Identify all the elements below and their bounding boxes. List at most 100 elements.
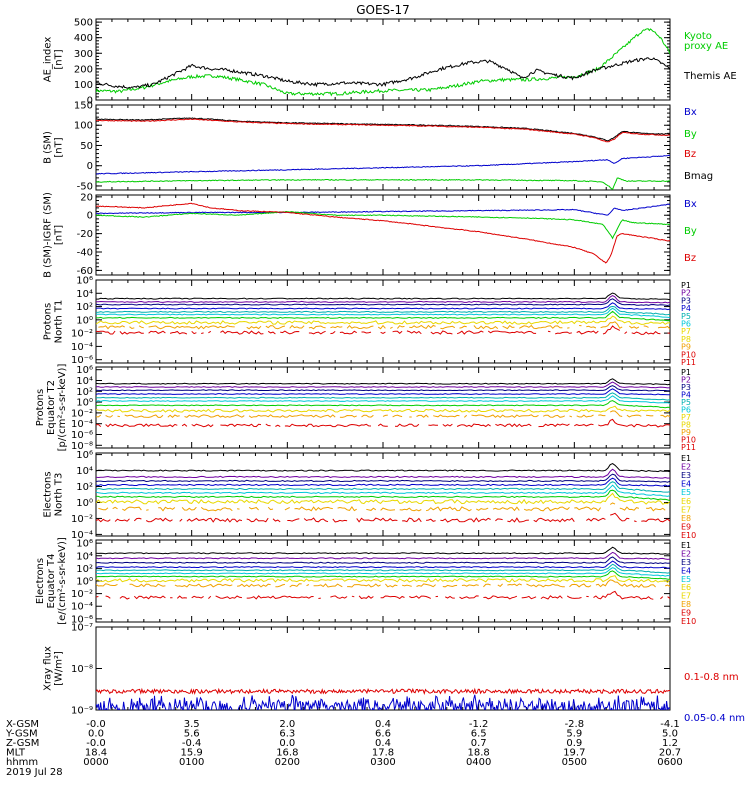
y-tick-label: 10² [76,564,93,575]
panel-pnorth: 10⁻⁶ 10⁻⁴ 10⁻² 10⁰ 10² 10⁴ 10⁶ Protons North T1 P… [43,276,697,368]
series-0-05-0-4-nm [96,694,670,710]
legend-entry: 0.05-0.4 nm [684,713,745,724]
series-channel-3 [96,385,670,392]
legend-entry: P4 [681,391,691,400]
series-channel-2 [96,295,670,304]
footer-value: 20.7 [659,748,681,759]
panel-frame [95,18,671,101]
y-tick-label: 10⁻⁴ [71,419,93,430]
footer-value: 16.8 [276,748,298,759]
legend-entry: P1 [681,368,691,377]
y-tick-label: -40 [77,248,93,259]
series-channel-5 [96,305,670,316]
panel-bsm: -50 0 50 100 150 B (SM) [nT] Bx By Bz Bmag [43,101,714,193]
series-channel-5 [96,481,670,493]
y-tick-label: 10⁰ [76,577,93,588]
footer-row-label: MLT [6,748,26,759]
legend-entry: P10 [681,350,696,359]
series-bz [96,118,670,143]
y-tick-label: 10⁻⁶ [71,355,93,366]
footer-value: 0100 [179,757,204,768]
footer-value: 0.0 [88,729,104,740]
footer-row-label: Z-GSM [6,738,39,749]
y-axis-label: [p/(cm²-s-sr-keV)] [57,364,68,452]
footer-value: -4.1 [660,719,680,730]
y-axis-label: Protons [35,389,46,426]
legend-entry: P6 [681,320,691,329]
y-tick-label: 10⁻⁹ [71,706,93,717]
y-tick-label: 20 [80,192,93,203]
legend-entry: P8 [681,335,691,344]
y-tick-label: 10⁻⁶ [71,430,93,441]
footer-value: 0200 [275,757,300,768]
footer-value: 15.9 [181,748,203,759]
legend-entry: P2 [681,289,691,298]
y-tick-label: 10⁻⁷ [71,623,93,634]
footer-value: 0000 [83,757,108,768]
series-channel-7 [96,310,670,322]
y-tick-label: 10⁶ [76,539,93,550]
y-axis-label: North T1 [54,300,65,344]
y-tick-label: 300 [74,49,93,60]
y-axis-label: Electrons [43,471,54,517]
y-axis-label: Equator T4 [46,554,57,609]
legend-entry: E7 [681,505,691,514]
footer-value: 0.7 [471,738,487,749]
y-axis-label: [e/(cm²-s-sr-keV)] [57,537,68,625]
footer-value: -2.8 [565,719,585,730]
footer-row-label: Y-GSM [5,729,38,740]
y-tick-label: 10⁶ [76,365,93,376]
footer-value: 6.5 [471,729,487,740]
series-channel-8 [96,315,670,325]
y-tick-label: 10⁴ [76,551,93,562]
footer-value: -0.0 [86,738,106,749]
y-tick-label: 10⁶ [76,450,93,461]
legend-entry: E1 [681,541,691,550]
series-channel-5 [96,392,670,401]
footer-value: -0.0 [86,719,106,730]
series-channel-1 [96,546,670,555]
panel-xray: 10⁻⁹ 10⁻⁸ 10⁻⁷ Xray flux [W/m²] 0.1-0.8 nm 0.0… [43,623,746,725]
date-label: 2019 Jul 28 [6,767,63,778]
legend-entry: Bmag [684,171,713,182]
footer-value: 3.5 [184,719,200,730]
legend-entry: P5 [681,398,691,407]
y-tick-label: 10⁻² [71,514,93,525]
y-axis-label: [nT] [54,49,65,69]
footer-value: 18.4 [85,748,107,759]
footer-value: 5.0 [662,729,678,740]
legend-entry: P3 [681,296,691,305]
legend-entry: P10 [681,436,696,445]
series-channel-6 [96,567,670,577]
series-channel-3 [96,298,670,307]
panel-frame [95,626,671,711]
series-channel-2 [96,381,670,389]
footer-value: 0400 [466,757,491,768]
y-axis-label: North T3 [54,473,65,517]
y-tick-label: 10⁴ [76,466,93,477]
footer-row-label: X-GSM [6,719,39,730]
series-bx [96,154,670,175]
footer-value: 0300 [370,757,395,768]
legend-entry: P9 [681,343,691,352]
y-axis-label: [W/m²] [54,651,65,686]
y-axis-label: Xray flux [43,646,54,691]
legend-entry: E5 [681,575,691,584]
footer-value: 0.4 [375,738,391,749]
y-tick-label: 0 [87,96,93,107]
series-by [96,210,670,240]
legend-entry: E8 [681,514,691,523]
legend-entry: P11 [681,358,696,367]
series-channel-1 [96,292,670,301]
y-tick-label: -50 [77,181,93,192]
series-channel-9 [98,503,670,511]
y-tick-label: 10⁰ [76,315,93,326]
legend-entry: P6 [681,406,691,415]
legend-entry: P3 [681,383,691,392]
panel-frame [95,539,671,623]
y-tick-label: 0 [87,161,93,172]
y-tick-label: 10⁶ [76,276,93,287]
series-0-1-0-8-nm [96,687,670,696]
